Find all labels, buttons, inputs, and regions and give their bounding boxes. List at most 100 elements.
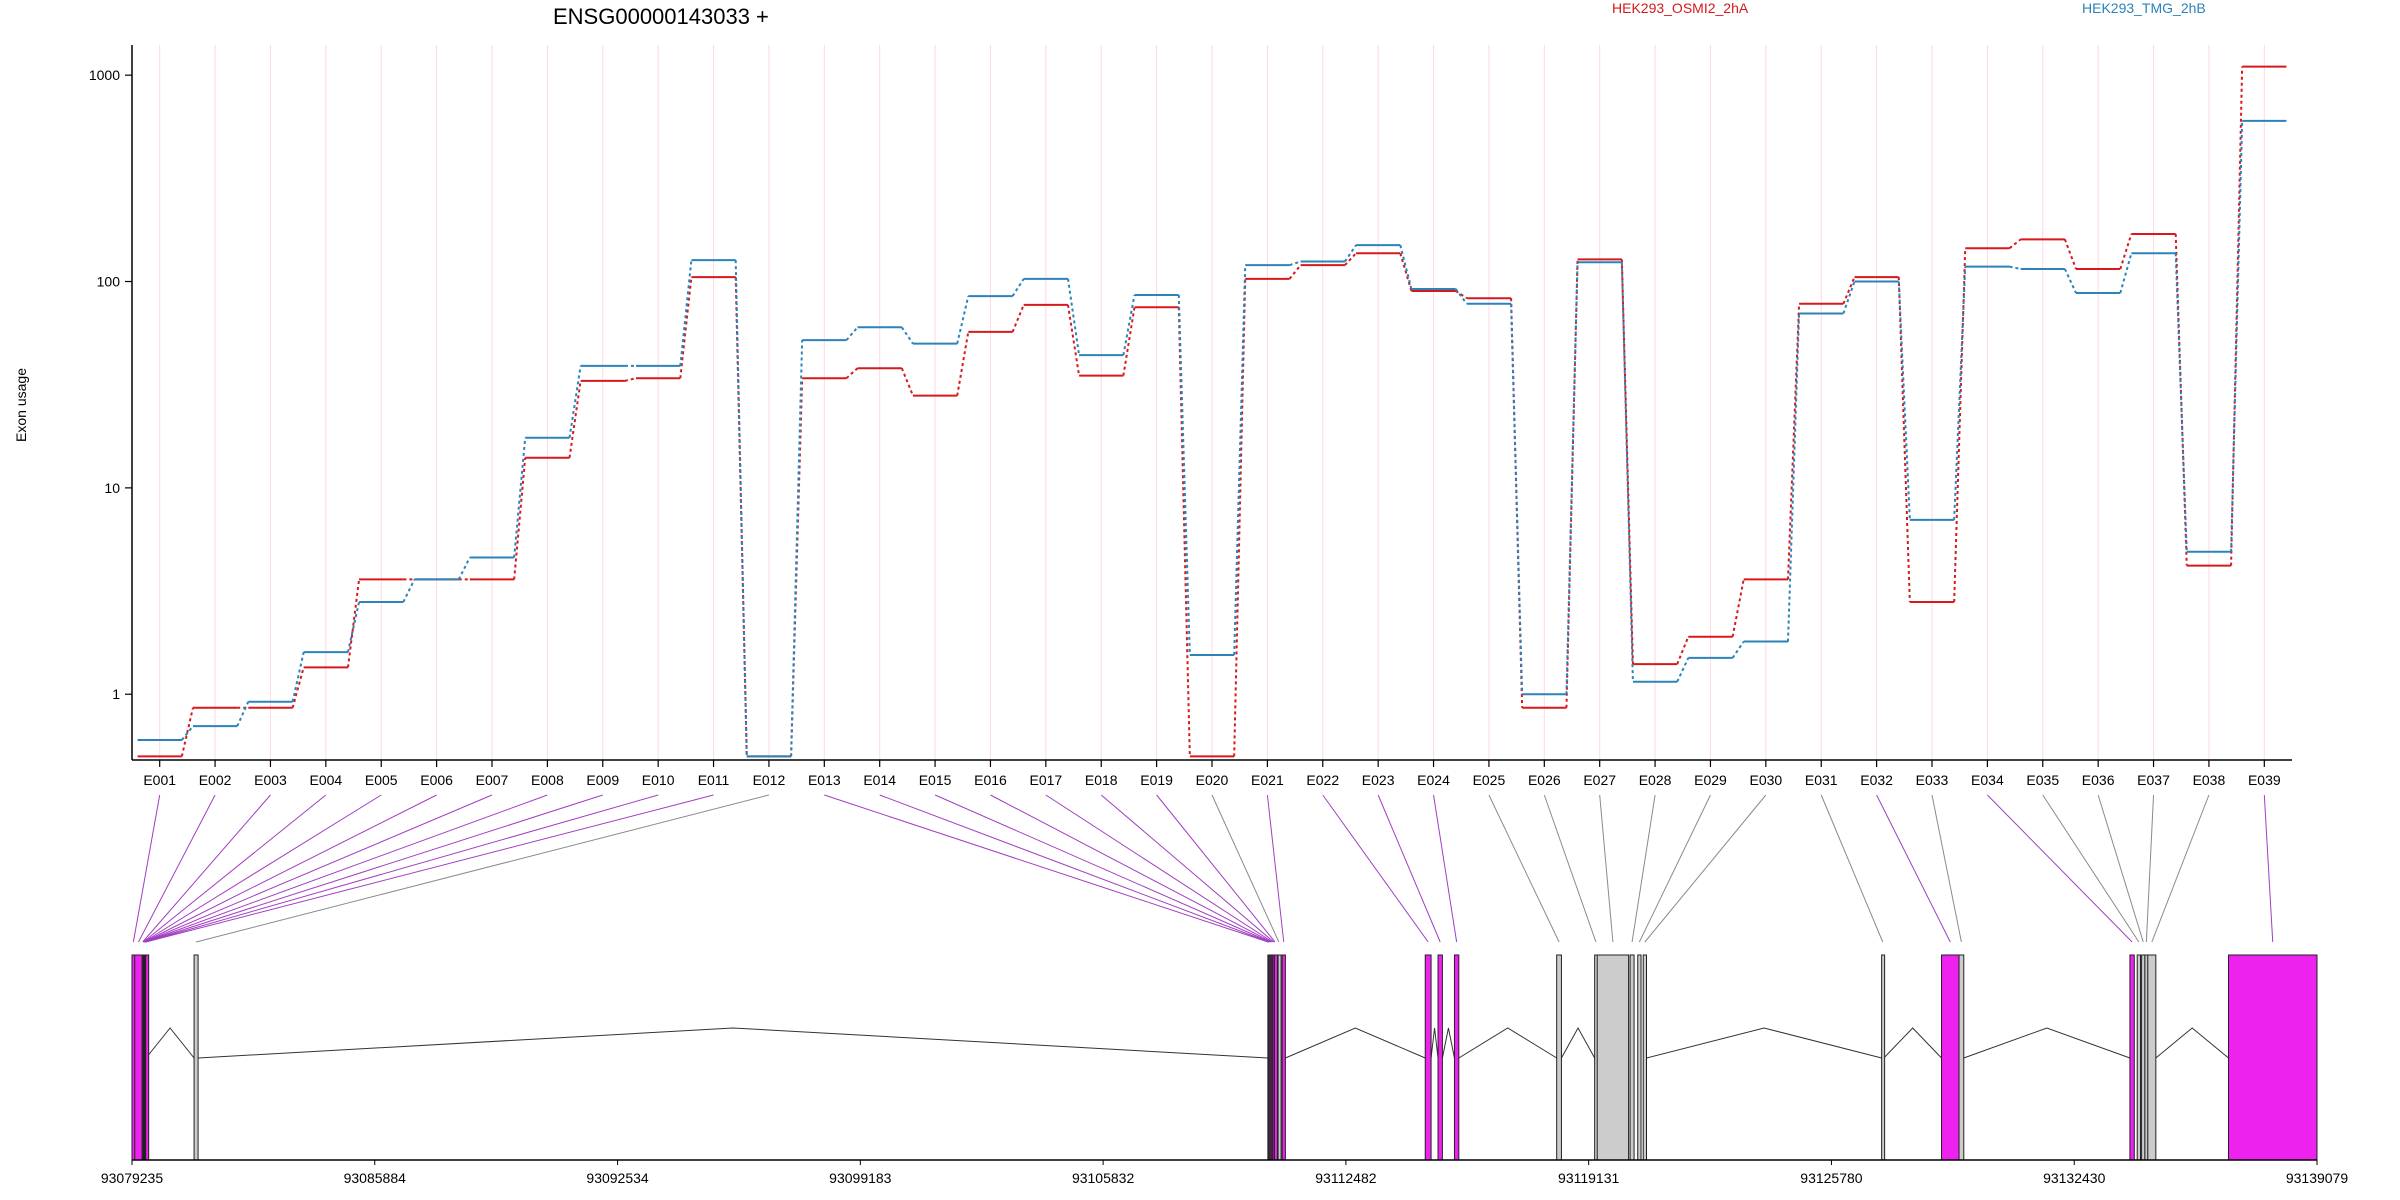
exon-connector	[1931, 794, 1962, 943]
x-tick-label: E013	[808, 772, 841, 788]
genomic-tick-label: 93099183	[829, 1170, 892, 1186]
exon-box	[1453, 954, 1460, 1161]
genomic-tick-label: 93119131	[1558, 1170, 1619, 1186]
exon-connectors	[132, 794, 2274, 943]
exon-box	[134, 954, 143, 1161]
series-2-connector	[2064, 268, 2077, 294]
exon-connector	[1631, 794, 1656, 943]
genomic-tick-label: 93125780	[1800, 1170, 1863, 1186]
exon-connector	[1543, 794, 1597, 943]
exon-connector	[1377, 794, 1441, 943]
x-tick-label: E027	[1583, 772, 1616, 788]
exon-connector	[1820, 794, 1884, 943]
series-2-connector	[1565, 262, 1579, 695]
exon-box	[2129, 954, 2135, 1161]
exon-connector	[824, 794, 1269, 943]
exon-connector	[145, 794, 659, 943]
x-tick-label: E038	[2193, 772, 2226, 788]
series-2-connector	[1787, 313, 1801, 642]
exon-connector	[145, 794, 714, 943]
x-tick-label: E012	[753, 772, 786, 788]
genomic-axis: 93079235 93085884 93092534 93099183 93105832…	[101, 1159, 2349, 1186]
exon-connector	[195, 794, 770, 943]
series-2-connector	[956, 295, 970, 344]
series-1-connector	[2174, 233, 2188, 566]
series-2-connector	[1676, 657, 1690, 683]
x-tick-label: E003	[254, 772, 287, 788]
series-2-connector	[734, 260, 748, 757]
series-1-connector	[513, 457, 527, 580]
series-2-connector	[1177, 294, 1191, 655]
genomic-tick-label: 93092534	[586, 1170, 649, 1186]
exon-box	[2147, 954, 2157, 1161]
exon-connector	[2097, 794, 2144, 943]
x-tick-label: E020	[1196, 772, 1229, 788]
x-tick-label: E036	[2082, 772, 2115, 788]
exon-box	[1642, 954, 1648, 1161]
exon-connector	[1987, 794, 2133, 943]
intron	[1441, 1027, 1455, 1059]
series-1-connector	[2063, 239, 2077, 270]
exon-connector	[142, 794, 271, 943]
series-2-connector	[1289, 260, 1301, 267]
series-1-connector	[291, 667, 305, 709]
chart-title: ENSG00000143033 +	[553, 4, 769, 29]
genomic-tick-label: 93139079	[2286, 1170, 2349, 1186]
series-lines	[137, 65, 2287, 758]
x-tick-label: E007	[476, 772, 509, 788]
gridlines	[159, 45, 2265, 760]
exon-box	[1941, 954, 1960, 1161]
x-tick-label: E014	[863, 772, 896, 788]
x-tick-label: E001	[143, 772, 176, 788]
series-2-connector	[1067, 278, 1081, 356]
series-1-connector	[1344, 252, 1357, 266]
genomic-tick-label: 93112482	[1315, 1170, 1376, 1186]
series-2-connector	[402, 578, 416, 603]
series-2-connector	[236, 701, 250, 727]
exon-connector	[1876, 794, 1951, 943]
exon-connector	[132, 794, 161, 943]
x-tick-label: E034	[1971, 772, 2004, 788]
intron	[1560, 1026, 1596, 1059]
exon-connector	[1045, 794, 1273, 943]
x-tick-label: E005	[365, 772, 398, 788]
series-2-connector	[1233, 265, 1247, 655]
intron	[145, 1027, 195, 1059]
y-tick-label: 1	[112, 686, 120, 702]
series-2-connector	[457, 557, 471, 580]
x-tick-label: E019	[1140, 772, 1173, 788]
intron	[1883, 1027, 1942, 1059]
exon-connector	[2042, 794, 2140, 943]
y-tick-label: 1000	[89, 67, 120, 83]
exon-connector	[1322, 794, 1429, 943]
exon-box	[1556, 954, 1562, 1161]
exon-connector	[143, 794, 437, 943]
exon-box	[1424, 954, 1432, 1161]
x-tick-label: E010	[642, 772, 675, 788]
exon-connector	[990, 794, 1272, 943]
axes: 1 10 100 1000 E001 E002 E003 E004 E005 E006 E007 E0…	[89, 45, 2292, 788]
series-1-connector	[1620, 259, 1634, 665]
exon-connector	[1156, 794, 1276, 943]
y-tick-label: 10	[104, 480, 120, 496]
series-2-connector	[1953, 266, 1967, 520]
intron	[1430, 1027, 1439, 1059]
y-tick-label: 100	[97, 274, 121, 290]
series-1-connector	[1399, 253, 1413, 292]
x-tick-label: E037	[2137, 772, 2170, 788]
gene-model	[131, 954, 2318, 1161]
exon-box	[1273, 954, 1278, 1161]
series-2-connector	[181, 725, 194, 741]
series-1-connector	[1676, 636, 1690, 665]
exon-connector	[144, 794, 603, 943]
series-2-connector	[1510, 303, 1524, 695]
exon-box	[1637, 954, 1642, 1161]
series-1-connector	[347, 579, 361, 668]
exon-box	[145, 954, 150, 1161]
intron	[1285, 1027, 1426, 1059]
series-2-connector	[1620, 262, 1634, 682]
series-1-connector	[1731, 579, 1745, 637]
series-2-connector	[2119, 253, 2133, 294]
series-1-connector	[2008, 238, 2022, 249]
intron	[1963, 1027, 2131, 1059]
